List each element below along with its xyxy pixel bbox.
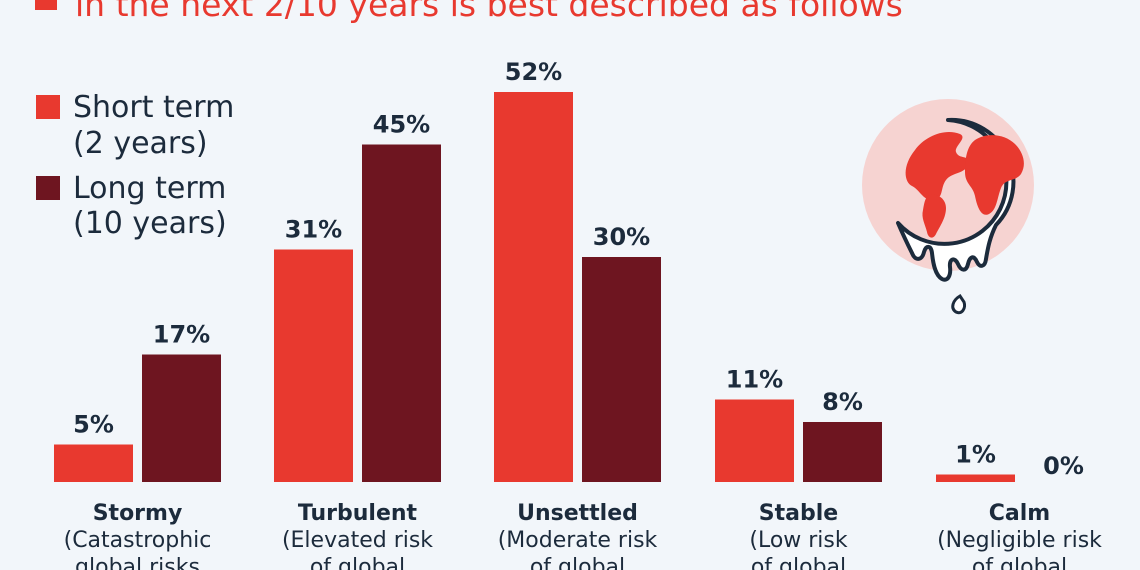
legend-swatch-long-term (36, 176, 60, 200)
value-label-stormy-long-term: 17% (153, 321, 210, 349)
value-label-turbulent-short-term: 31% (285, 216, 342, 244)
category-desc2-stable: of global (751, 555, 846, 570)
title-marker (35, 0, 57, 10)
value-label-calm-short-term: 1% (955, 441, 996, 469)
category-name-turbulent: Turbulent (298, 501, 418, 526)
category-desc1-turbulent: (Elevated risk (282, 528, 433, 553)
value-labels-layer: 5% 17% 31% 45% 52% 30% 11% 8% 1% 0% (73, 58, 1084, 480)
category-name-stormy: Stormy (93, 501, 183, 526)
bar-unsettled-long-term (582, 257, 661, 482)
category-desc2-unsettled: of global (530, 555, 625, 570)
category-desc1-stormy: (Catastrophic (64, 528, 212, 553)
chart-title: in the next 2/10 years is best described… (75, 0, 903, 24)
category-labels-layer: Stormy(Catastrophic global risks Turbulent… (64, 501, 1103, 570)
legend-sublabel-short-term: (2 years) (73, 126, 208, 161)
bar-turbulent-short-term (274, 249, 353, 482)
category-name-stable: Stable (759, 501, 838, 526)
legend-sublabel-long-term: (10 years) (73, 206, 227, 241)
category-desc2-stormy: global risks (75, 555, 200, 570)
legend-label-short-term: Short term (73, 90, 234, 125)
bar-stormy-short-term (54, 444, 133, 482)
value-label-turbulent-long-term: 45% (373, 111, 430, 139)
category-name-calm: Calm (989, 501, 1050, 526)
value-label-stable-long-term: 8% (822, 388, 863, 416)
category-desc2-calm: of global (972, 555, 1067, 570)
bar-stable-short-term (715, 399, 794, 482)
category-desc1-stable: (Low risk (749, 528, 848, 553)
melting-globe-icon (862, 99, 1034, 315)
legend-label-long-term: Long term (73, 171, 226, 206)
value-label-unsettled-long-term: 30% (593, 223, 650, 251)
bar-turbulent-long-term (362, 144, 441, 482)
legend-swatch-short-term (36, 95, 60, 119)
value-label-stormy-short-term: 5% (73, 411, 114, 439)
value-label-calm-long-term: 0% (1043, 452, 1084, 480)
category-name-unsettled: Unsettled (517, 501, 638, 526)
category-desc1-calm: (Negligible risk (937, 528, 1102, 553)
bar-stormy-long-term (142, 354, 221, 482)
category-desc1-unsettled: (Moderate risk (498, 528, 658, 553)
bar-calm-short-term (936, 474, 1015, 482)
bars-layer (54, 92, 1015, 482)
bar-stable-long-term (803, 422, 882, 482)
value-label-unsettled-short-term: 52% (505, 58, 562, 86)
bar-unsettled-short-term (494, 92, 573, 482)
category-desc2-turbulent: of global (310, 555, 405, 570)
value-label-stable-short-term: 11% (726, 366, 783, 394)
